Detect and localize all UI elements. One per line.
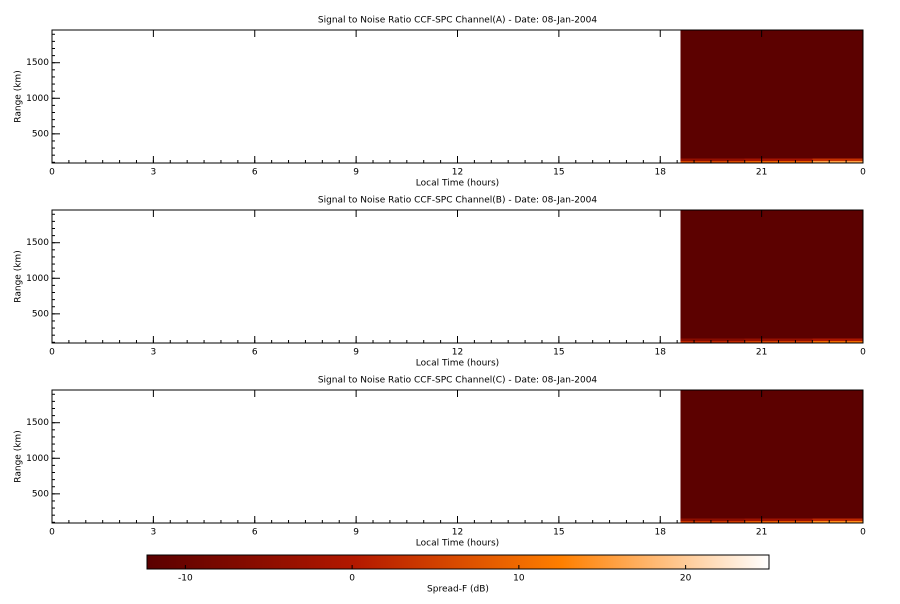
x-tick-label: 0 [49, 528, 55, 538]
x-tick-label: 3 [151, 528, 157, 538]
x-tick-label: 0 [860, 528, 866, 538]
heatmap-cell [680, 338, 745, 341]
y-tick-label: 1000 [26, 94, 49, 104]
x-tick-label: 12 [452, 528, 463, 538]
x-tick-label: 0 [860, 168, 866, 178]
x-tick-label: 9 [353, 168, 359, 178]
x-tick-label: 0 [49, 348, 55, 358]
heatmap-cell [812, 158, 863, 161]
x-tick-label: 18 [655, 528, 667, 538]
y-tick-label: 500 [32, 129, 49, 139]
heatmap-cell [812, 518, 863, 521]
x-tick-label: 6 [252, 528, 258, 538]
y-axis-label: Range (km) [14, 250, 24, 302]
x-tick-label: 21 [756, 348, 767, 358]
x-tick-label: 15 [553, 168, 564, 178]
x-axis-label: Local Time (hours) [416, 539, 499, 549]
heatmap-cell [812, 210, 863, 339]
heatmap-cell [744, 338, 813, 341]
x-tick-label: 15 [553, 348, 564, 358]
heatmap-cell [744, 30, 813, 159]
colorbar-tick-label: 10 [513, 574, 525, 584]
colorbar [146, 554, 770, 570]
colorbar-tick-label: 20 [680, 574, 692, 584]
y-tick-label: 1500 [26, 58, 49, 68]
x-tick-label: 6 [252, 348, 258, 358]
heatmap-cell [744, 390, 813, 519]
heatmap-cell [744, 158, 813, 161]
panel-title: Signal to Noise Ratio CCF-SPC Channel(C)… [318, 376, 598, 386]
heatmap-cell [680, 518, 745, 521]
colorbar-label: Spread-F (dB) [427, 585, 489, 595]
heatmap-cell [680, 520, 745, 523]
x-tick-label: 21 [756, 168, 767, 178]
x-tick-label: 15 [553, 528, 564, 538]
heatmap-cell [812, 30, 863, 159]
heatmap-cell [680, 390, 745, 519]
heatmap-cell [680, 158, 745, 161]
heatmap-cell [680, 340, 745, 343]
heatmap-cell [812, 390, 863, 519]
x-tick-label: 9 [353, 348, 359, 358]
heatmap-cell [744, 518, 813, 521]
y-tick-label: 1000 [26, 274, 49, 284]
y-tick-label: 500 [32, 489, 49, 499]
heatmap-cell [744, 210, 813, 339]
x-tick-label: 21 [756, 528, 767, 538]
x-tick-label: 9 [353, 528, 359, 538]
heatmap-cell [812, 160, 863, 163]
y-axis-label: Range (km) [14, 430, 24, 482]
y-axis-label: Range (km) [14, 70, 24, 122]
panel-title: Signal to Noise Ratio CCF-SPC Channel(A)… [318, 16, 597, 26]
heatmap-cell [812, 338, 863, 341]
heatmap-cell [812, 340, 863, 343]
y-tick-label: 1500 [26, 418, 49, 428]
x-tick-label: 0 [49, 168, 55, 178]
y-tick-label: 500 [32, 309, 49, 319]
x-axis-label: Local Time (hours) [416, 179, 499, 189]
heatmap-cell [680, 160, 745, 163]
x-tick-label: 3 [151, 348, 157, 358]
heatmap-cell [680, 210, 745, 339]
x-tick-label: 18 [655, 348, 667, 358]
x-tick-label: 0 [860, 348, 866, 358]
y-tick-label: 1000 [26, 454, 49, 464]
panel-title: Signal to Noise Ratio CCF-SPC Channel(B)… [318, 196, 597, 206]
heatmap-cell [680, 30, 745, 159]
x-tick-label: 6 [252, 168, 258, 178]
heatmap-cell [812, 520, 863, 523]
x-tick-label: 3 [151, 168, 157, 178]
y-tick-label: 1500 [26, 238, 49, 248]
x-tick-label: 12 [452, 348, 463, 358]
colorbar-tick-label: 0 [349, 574, 355, 584]
x-tick-label: 18 [655, 168, 667, 178]
colorbar-tick-label: -10 [178, 574, 193, 584]
x-tick-label: 12 [452, 168, 463, 178]
x-axis-label: Local Time (hours) [416, 359, 499, 369]
